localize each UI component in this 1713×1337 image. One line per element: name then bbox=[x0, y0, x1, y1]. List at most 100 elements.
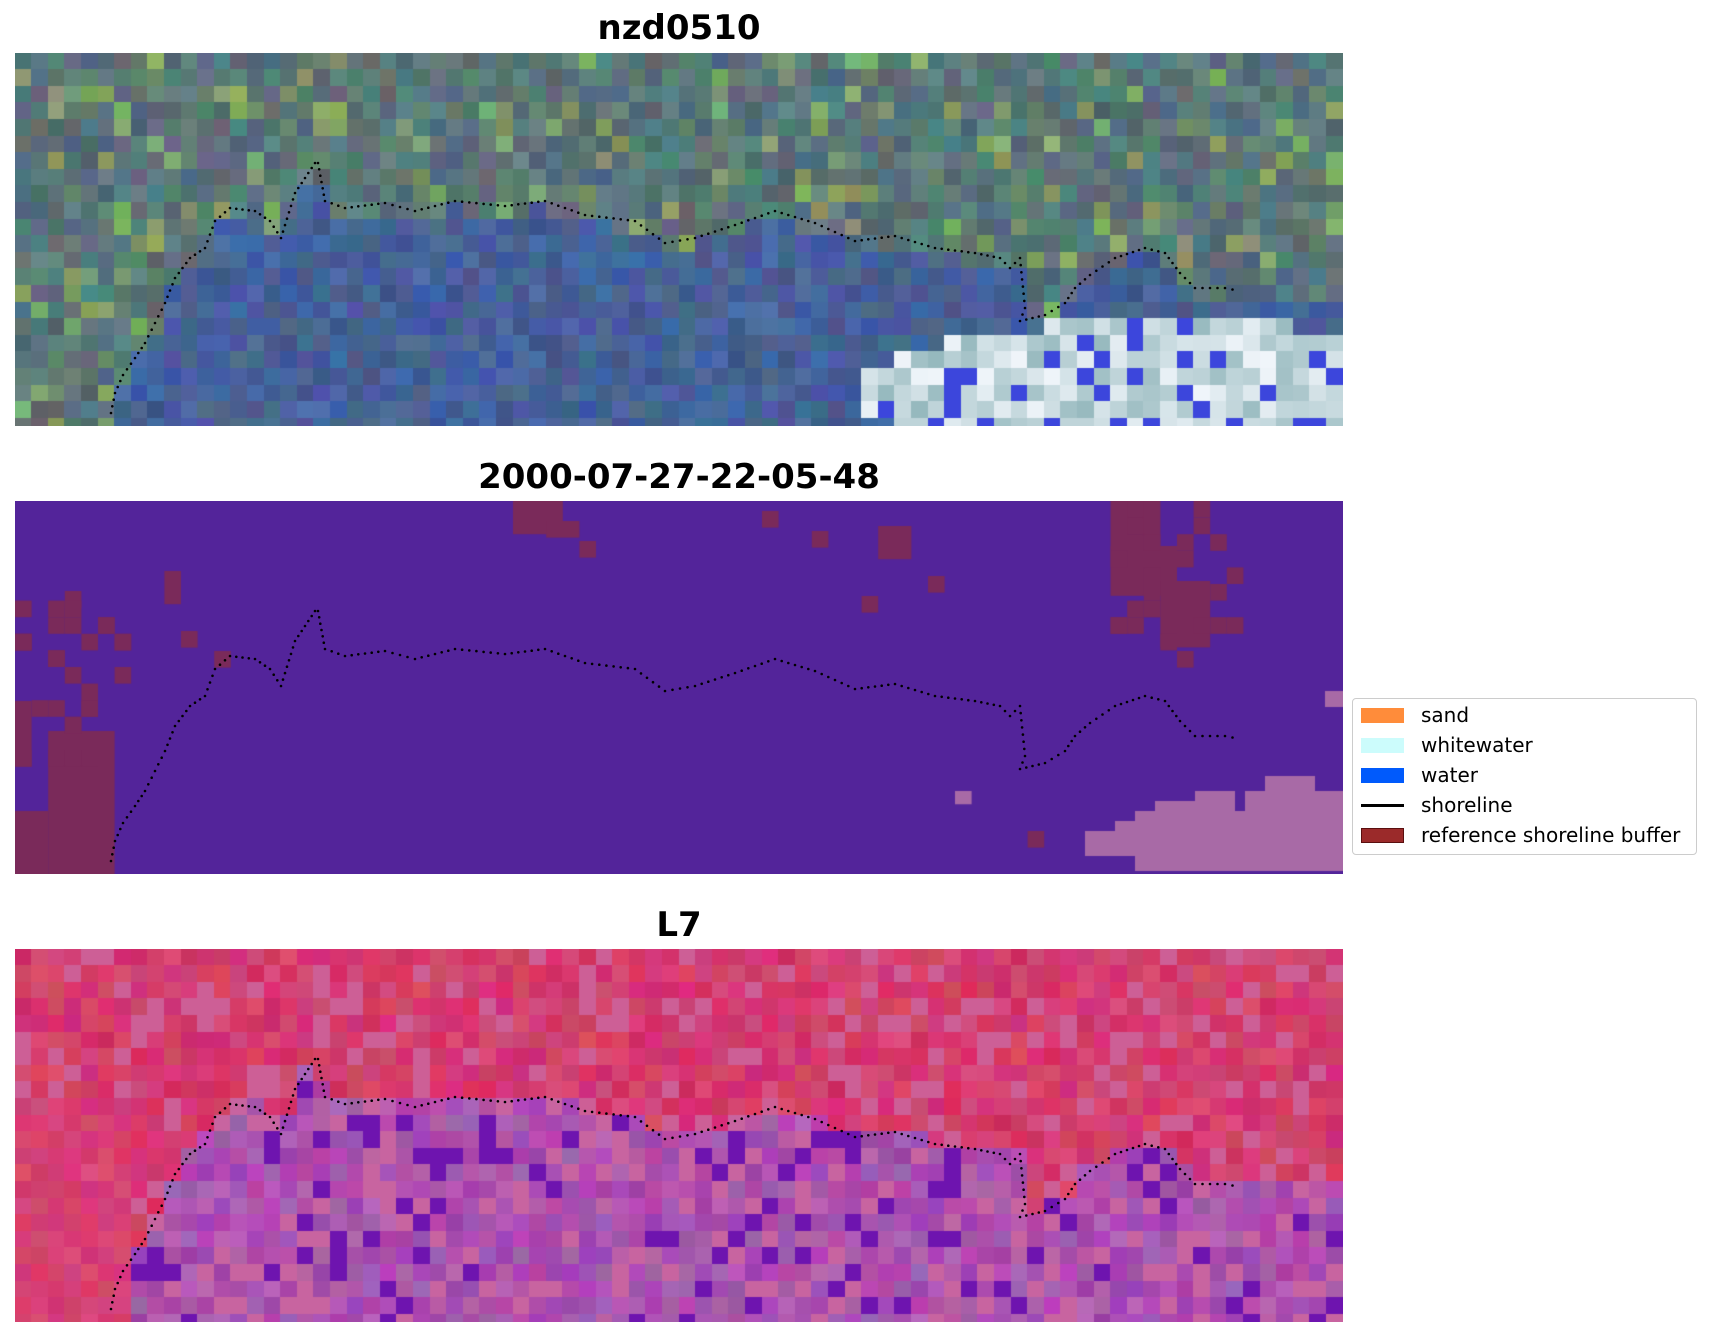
shoreline-point bbox=[319, 1070, 322, 1073]
shoreline-point bbox=[1125, 252, 1129, 256]
shoreline-point bbox=[1019, 1159, 1022, 1163]
shoreline-point bbox=[1057, 753, 1060, 757]
shoreline-point bbox=[193, 253, 197, 256]
shoreline-point bbox=[998, 1152, 1002, 1156]
shoreline-point bbox=[208, 233, 212, 236]
shoreline-point bbox=[330, 1098, 334, 1101]
shoreline-point bbox=[503, 1100, 507, 1104]
shoreline-point bbox=[121, 373, 125, 377]
shoreline-point bbox=[168, 289, 172, 292]
shoreline-point bbox=[1163, 1147, 1167, 1151]
shoreline-point bbox=[860, 1134, 863, 1138]
shoreline-point bbox=[1208, 1182, 1212, 1186]
shoreline-point bbox=[119, 827, 122, 831]
shoreline-point bbox=[1021, 1181, 1025, 1184]
shoreline-point bbox=[166, 1191, 169, 1195]
shoreline-point bbox=[171, 1179, 174, 1182]
rgb-satellite-image bbox=[15, 53, 1343, 426]
shoreline-point bbox=[1073, 1182, 1077, 1186]
shoreline-point bbox=[413, 657, 417, 661]
shoreline-point bbox=[633, 219, 637, 223]
shoreline-point bbox=[570, 657, 573, 660]
shoreline-point bbox=[992, 1151, 996, 1155]
shoreline-point bbox=[700, 682, 703, 686]
shoreline-point bbox=[383, 649, 387, 653]
shoreline-point bbox=[291, 646, 295, 649]
shoreline-point bbox=[1018, 704, 1022, 708]
shoreline-point bbox=[203, 246, 207, 250]
shoreline-point bbox=[1119, 702, 1123, 706]
shoreline-point bbox=[1083, 726, 1087, 729]
shoreline-point bbox=[460, 648, 464, 651]
shoreline-point bbox=[1231, 736, 1234, 739]
shoreline-point bbox=[787, 1109, 790, 1113]
shoreline-point bbox=[143, 789, 147, 793]
shoreline-point bbox=[137, 799, 140, 803]
shoreline-point bbox=[1201, 734, 1204, 738]
shoreline-point bbox=[1013, 709, 1017, 713]
shoreline-point bbox=[247, 657, 251, 660]
shoreline-point bbox=[160, 756, 163, 759]
shoreline-point bbox=[1003, 1157, 1007, 1161]
shoreline-point bbox=[833, 230, 837, 234]
shoreline-point bbox=[733, 1119, 737, 1123]
shoreline-point bbox=[276, 231, 279, 234]
shoreline-point bbox=[686, 1134, 689, 1137]
shoreline-point bbox=[1175, 1162, 1178, 1166]
shoreline-point bbox=[760, 1110, 763, 1113]
shoreline-point bbox=[287, 211, 291, 214]
legend-item-shoreline: shoreline bbox=[1361, 793, 1513, 817]
shoreline-point bbox=[1021, 761, 1024, 764]
shoreline-point bbox=[289, 652, 293, 656]
shoreline-point bbox=[1050, 1205, 1053, 1209]
shoreline-point bbox=[1119, 1150, 1123, 1154]
shoreline-point bbox=[116, 833, 119, 837]
shoreline-point bbox=[263, 664, 267, 667]
shoreline-point bbox=[563, 654, 567, 658]
shoreline-point bbox=[1137, 1144, 1141, 1148]
shoreline-point bbox=[1070, 739, 1073, 743]
shoreline-point bbox=[181, 714, 184, 718]
legend-label: sand bbox=[1421, 703, 1470, 727]
shoreline-point bbox=[460, 200, 464, 203]
shoreline-point bbox=[391, 651, 394, 655]
shoreline-point bbox=[840, 233, 843, 237]
shoreline-point bbox=[285, 217, 289, 220]
shoreline-point bbox=[793, 215, 797, 219]
shoreline-point bbox=[619, 218, 622, 221]
shoreline-point bbox=[285, 1113, 289, 1116]
shoreline-point bbox=[927, 692, 930, 696]
shoreline-point bbox=[583, 213, 587, 217]
shoreline-point bbox=[590, 1110, 594, 1114]
shoreline-point bbox=[420, 1104, 424, 1107]
shoreline-point bbox=[263, 1112, 267, 1115]
shoreline-point bbox=[693, 1132, 697, 1136]
shoreline-point bbox=[350, 1101, 354, 1105]
shoreline-point bbox=[406, 655, 409, 659]
shoreline-point bbox=[1057, 1201, 1060, 1205]
shoreline-point bbox=[1157, 698, 1160, 701]
shoreline-point bbox=[1223, 286, 1227, 290]
shoreline-point bbox=[297, 186, 300, 190]
shoreline-point bbox=[157, 1211, 160, 1214]
legend-item-whitewater: whitewater bbox=[1361, 733, 1533, 757]
shoreline-point bbox=[1216, 1182, 1219, 1186]
shoreline-point bbox=[143, 341, 147, 345]
shoreline-point bbox=[291, 198, 295, 201]
shoreline-point bbox=[113, 391, 117, 395]
shoreline-point bbox=[960, 698, 963, 701]
shoreline-point bbox=[281, 1126, 285, 1129]
shoreline-point bbox=[297, 1082, 300, 1086]
shoreline-point bbox=[1216, 286, 1219, 290]
shoreline-point bbox=[887, 235, 890, 239]
legend-item-water: water bbox=[1361, 763, 1478, 787]
shoreline-point bbox=[121, 1269, 125, 1273]
shoreline-point bbox=[1088, 1169, 1092, 1173]
shoreline-point bbox=[1167, 256, 1171, 260]
shoreline-point bbox=[1020, 1174, 1024, 1177]
shoreline-point bbox=[289, 204, 293, 208]
shoreline-point bbox=[137, 1247, 140, 1251]
shoreline-point bbox=[733, 671, 737, 675]
shoreline-point bbox=[980, 253, 983, 256]
shoreline-point bbox=[523, 202, 527, 205]
